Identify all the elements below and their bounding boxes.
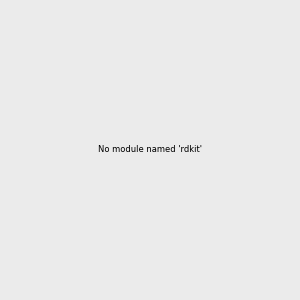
Text: No module named 'rdkit': No module named 'rdkit' — [98, 146, 202, 154]
